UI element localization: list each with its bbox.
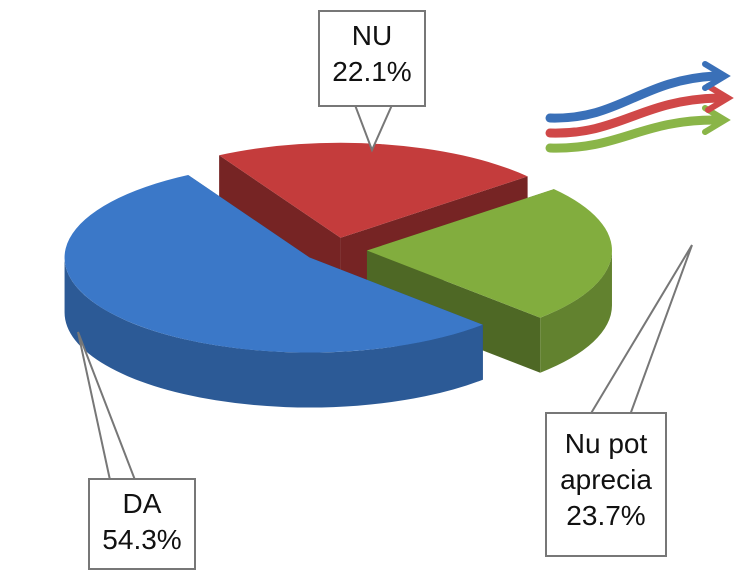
slice xyxy=(219,142,528,238)
label-box: NU 22.1% xyxy=(318,10,426,107)
category-label: Nu pot aprecia xyxy=(560,428,652,495)
value-label: 23.7% xyxy=(566,500,646,531)
slice-wall xyxy=(540,250,612,373)
callouts xyxy=(77,104,693,481)
slice-wall xyxy=(64,257,483,408)
slice xyxy=(366,189,612,318)
label-box: DA 54.3% xyxy=(88,478,196,570)
value-label: 22.1% xyxy=(332,56,412,87)
value-label: 54.3% xyxy=(102,524,182,555)
slice xyxy=(64,175,483,353)
category-label: NU xyxy=(351,20,393,51)
label-box: Nu pot aprecia 23.7% xyxy=(545,412,667,557)
category-label: DA xyxy=(122,488,162,519)
slice-side xyxy=(366,250,541,373)
pie xyxy=(64,142,612,408)
arrows-decoration xyxy=(545,61,734,153)
